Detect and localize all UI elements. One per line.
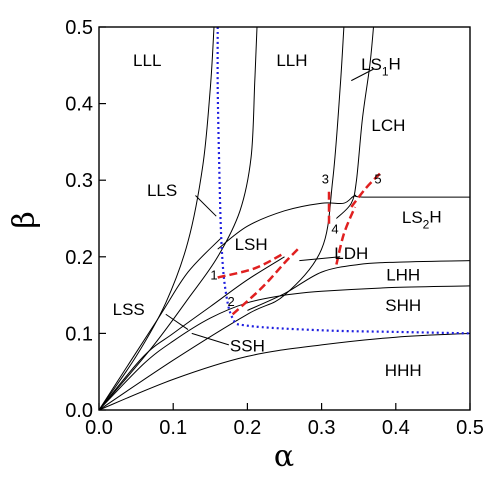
boundary-line-6 [247, 260, 471, 311]
axis-ticks [98, 26, 471, 411]
boundary-line-9 [98, 294, 285, 411]
y-tick-label: 0.1 [65, 323, 93, 345]
boundary-line-4 [336, 26, 374, 219]
region-label: SHH [385, 296, 421, 315]
pointer-line-2 [195, 195, 217, 217]
region-label: LSS [113, 300, 145, 319]
region-label: LSH [235, 235, 268, 254]
region-label: LCH [371, 116, 405, 135]
region-label: SSH [230, 337, 265, 356]
point-label: 2 [227, 294, 234, 309]
boundary-line-11 [98, 237, 222, 411]
dotted-line [216, 26, 471, 335]
pointer-line-1 [351, 68, 374, 82]
region-label: LHH [386, 265, 420, 284]
x-axis-label: α [274, 439, 294, 474]
region-label: HHH [385, 361, 422, 380]
y-axis-label: β [7, 211, 42, 228]
x-tick-label: 0.1 [159, 417, 187, 439]
dashed-paths [217, 171, 382, 316]
dashed-path-5 [350, 171, 382, 208]
pointer-line-4 [165, 313, 189, 330]
region-label: LS2H [402, 208, 442, 232]
x-tick-label: 0.5 [456, 417, 484, 439]
dashed-path-2 [231, 246, 301, 316]
point-label: 4 [331, 221, 338, 236]
plot-frame [98, 26, 471, 411]
x-tick-label: 0.0 [85, 417, 113, 439]
x-tick-label: 0.4 [382, 417, 410, 439]
y-tick-label: 0.4 [65, 94, 93, 116]
point-label: 1 [210, 267, 217, 282]
region-label: LLH [276, 51, 307, 70]
point-labels: 12 3 4 5 [210, 172, 381, 310]
point-label: 3 [322, 172, 329, 187]
label-pointers [165, 68, 374, 346]
tick-labels: 0.0 0.1 0.2 0.3 0.4 0.5 0.0 0.1 0.2 0.3 0.4 0.5 [65, 17, 484, 439]
boundary-line-8 [98, 332, 471, 411]
region-label: LLS [147, 181, 177, 200]
x-tick-label: 0.2 [233, 417, 261, 439]
dashed-path-1 [217, 251, 286, 279]
dotted-curve [216, 26, 471, 335]
region-label: LLL [133, 51, 161, 70]
pointer-line-5 [191, 332, 229, 346]
region-label: LDH [334, 244, 368, 263]
y-tick-label: 0.5 [65, 17, 93, 39]
boundary-lines [98, 26, 471, 411]
boundary-line-10 [98, 256, 285, 411]
boundary-line-7 [284, 285, 471, 296]
y-tick-label: 0.3 [65, 170, 93, 192]
x-tick-label: 0.3 [308, 417, 336, 439]
pointer-line-3 [299, 256, 341, 262]
boundary-line-5 [217, 194, 471, 250]
y-tick-label: 0.2 [65, 247, 93, 269]
y-tick-label: 0.0 [65, 400, 93, 422]
region-labels: LLL LLH LS1H LCH LLS LSH LDH LS2H LHH SHH LSS SSH HH… [113, 51, 442, 380]
point-label: 5 [374, 172, 381, 187]
boundary-line-1 [98, 26, 215, 411]
dashed-path-4 [335, 206, 357, 265]
region-label: LS1H [361, 55, 401, 79]
boundary-line-2 [98, 26, 258, 411]
boundary-line-3 [98, 26, 345, 411]
